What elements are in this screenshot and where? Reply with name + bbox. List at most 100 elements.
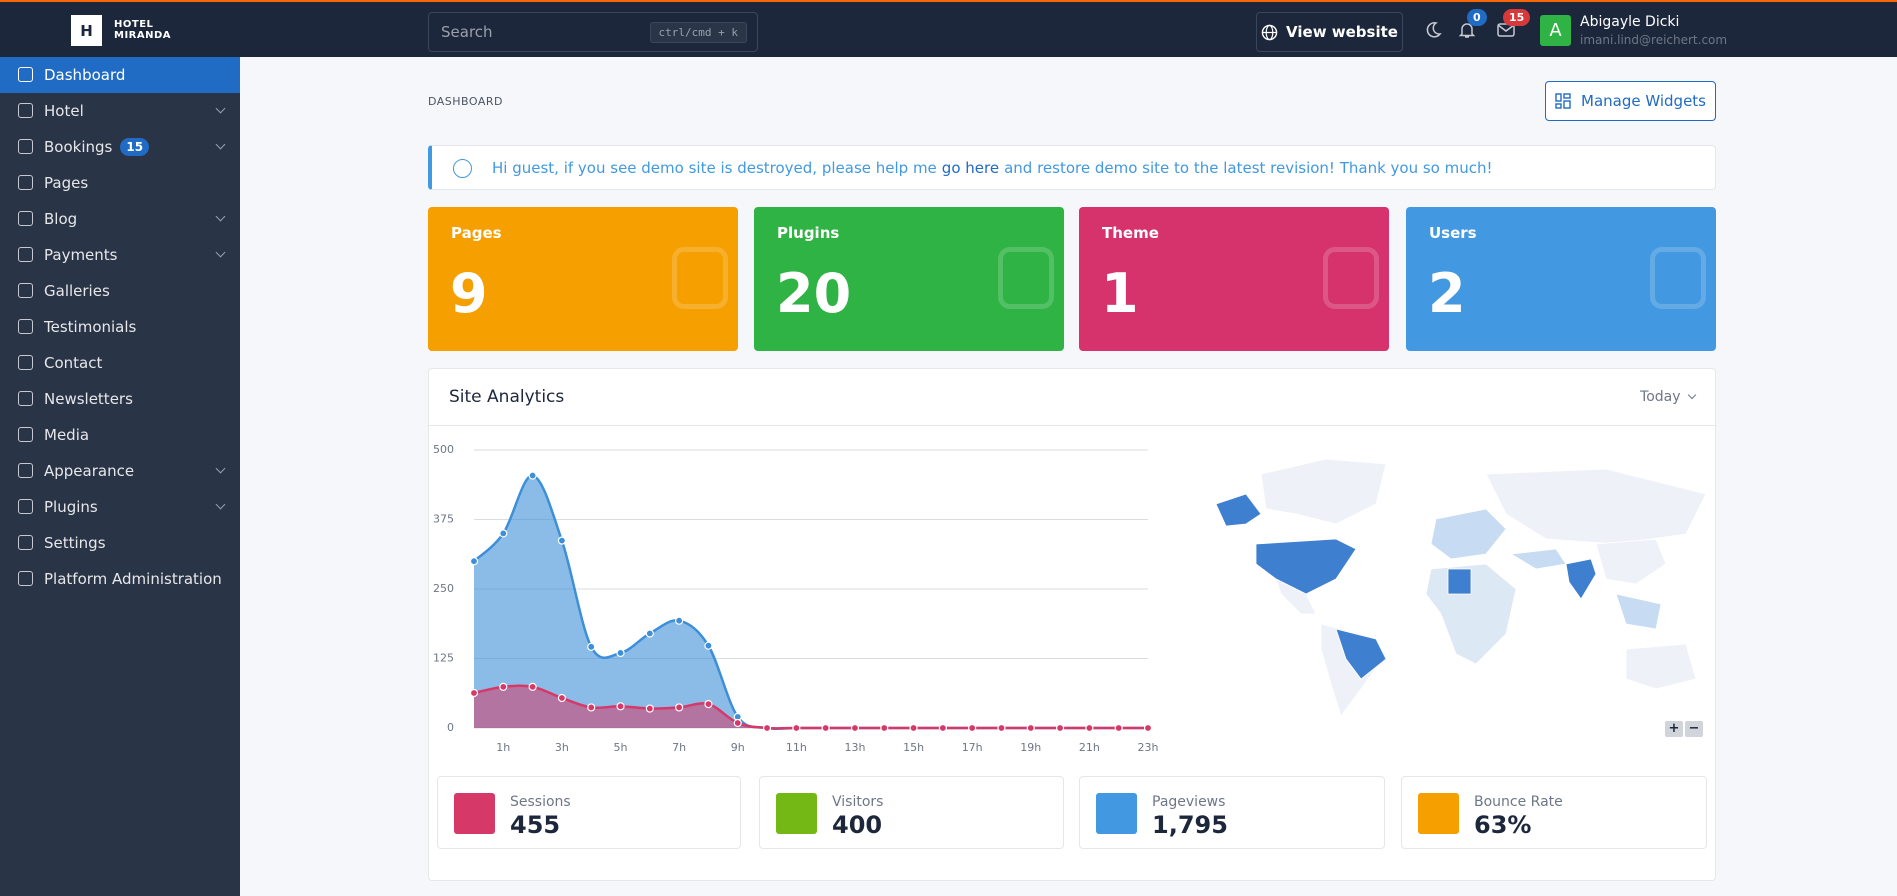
nav-label: Payments — [44, 246, 118, 264]
point — [469, 688, 479, 698]
nav-item[interactable]: Plugins — [0, 489, 240, 525]
zoom-in[interactable]: + — [1665, 721, 1683, 737]
map-region — [1260, 458, 1387, 525]
card-label: Theme — [1102, 224, 1159, 242]
point — [557, 693, 567, 703]
point — [587, 642, 596, 651]
point — [528, 471, 537, 480]
x-tick-label: 1h — [496, 741, 510, 754]
nav-item[interactable]: Dashboard — [0, 57, 240, 93]
nav-icon — [18, 103, 33, 118]
nav-label: Plugins — [44, 498, 98, 516]
summary-box: Bounce Rate 63% — [1401, 776, 1707, 849]
nav-item[interactable]: Appearance — [0, 453, 240, 489]
zoom-out[interactable]: − — [1685, 721, 1703, 737]
card-icon — [1650, 247, 1706, 309]
nav-item[interactable]: Blog — [0, 201, 240, 237]
brand-line: MIRANDA — [114, 30, 172, 41]
nav-item[interactable]: Media — [0, 417, 240, 453]
x-tick-label: 9h — [731, 741, 745, 754]
nav-label: Testimonials — [44, 318, 137, 336]
info-icon — [453, 159, 472, 178]
point — [850, 723, 860, 733]
x-tick-label: 19h — [1020, 741, 1041, 754]
nav-item[interactable]: Newsletters — [0, 381, 240, 417]
area — [474, 475, 1148, 729]
nav-item[interactable]: Galleries — [0, 273, 240, 309]
alert-link[interactable]: go here — [941, 158, 1000, 177]
point — [645, 704, 654, 713]
map-region — [1625, 643, 1697, 690]
summary-icon — [1418, 793, 1459, 834]
point — [616, 702, 625, 711]
stat-card[interactable]: Plugins 20 — [754, 207, 1064, 351]
nav-label: Blog — [44, 210, 78, 228]
breadcrumb: DASHBOARD — [428, 95, 504, 108]
stat-card[interactable]: Theme 1 — [1079, 207, 1389, 351]
avatar[interactable]: A — [1540, 15, 1571, 46]
nav-label: Contact — [44, 354, 103, 372]
user-name[interactable]: Abigayle Dicki — [1580, 14, 1680, 30]
y-tick-label: 375 — [433, 513, 454, 526]
manage-widgets-button[interactable]: Manage Widgets — [1545, 81, 1716, 121]
chevron — [215, 103, 226, 114]
label: Manage Widgets — [1581, 92, 1706, 110]
label: Today — [1640, 389, 1681, 405]
nav-icon — [18, 211, 33, 226]
stat-card[interactable]: Users 2 — [1406, 207, 1716, 351]
point — [909, 723, 918, 733]
chevron — [215, 247, 226, 258]
nav-item[interactable]: Bookings 15 — [0, 129, 240, 165]
analytics-panel: Site Analytics Today 0 125 250 375 500 1h 3h 5h… — [428, 368, 1716, 881]
nav-label: Platform Administration — [44, 570, 222, 588]
label: View website — [1286, 23, 1398, 41]
point — [1085, 723, 1094, 733]
summary-value: 63% — [1474, 811, 1532, 839]
summary-box: Sessions 455 — [437, 776, 741, 849]
card-label: Pages — [451, 224, 502, 242]
nav-icon — [18, 535, 33, 550]
nav-item[interactable]: Testimonials — [0, 309, 240, 345]
x-tick-label: 7h — [672, 741, 686, 754]
summary-icon — [1096, 793, 1137, 834]
nav-label: Hotel — [44, 102, 84, 120]
nav-item[interactable]: Pages — [0, 165, 240, 201]
map-region — [1447, 568, 1472, 595]
search-box[interactable]: Search ctrl/cmd + k — [428, 12, 758, 52]
brand[interactable]: HOTEL MIRANDA — [114, 19, 171, 41]
search-placeholder: Search — [441, 23, 493, 41]
nav-item[interactable]: Payments — [0, 237, 240, 273]
alert-text: Hi guest, if you see demo site is destro… — [492, 158, 937, 177]
logo[interactable]: H — [71, 15, 102, 46]
topbar: H HOTEL MIRANDA Search ctrl/cmd + k View w… — [0, 0, 1897, 57]
point — [762, 723, 772, 733]
nav-item[interactable]: Platform Administration — [0, 561, 240, 597]
point — [1055, 723, 1065, 733]
map-region — [1215, 493, 1262, 527]
notifications-icon[interactable] — [1458, 21, 1476, 39]
view-website-button[interactable]: View website — [1256, 12, 1403, 52]
theme-toggle[interactable] — [1424, 21, 1442, 39]
period-select[interactable]: Today — [1640, 389, 1697, 405]
world-map — [1215, 458, 1707, 717]
alert-text: and restore demo site to the latest revi… — [1004, 158, 1493, 177]
point — [733, 718, 742, 728]
point — [557, 536, 567, 545]
widgets-icon — [1555, 93, 1571, 109]
nav-item[interactable]: Hotel — [0, 93, 240, 129]
x-tick-label: 23h — [1138, 741, 1159, 754]
summary-box: Pageviews 1,795 — [1079, 776, 1385, 849]
nav-icon — [18, 67, 33, 82]
y-tick-label: 125 — [433, 652, 454, 665]
chevron — [215, 139, 226, 150]
nav-item[interactable]: Contact — [0, 345, 240, 381]
nav-item[interactable]: Settings — [0, 525, 240, 561]
y-tick-label: 0 — [447, 721, 454, 734]
nav-label: Pages — [44, 174, 89, 192]
nav-label: Dashboard — [44, 66, 126, 84]
summary-label: Visitors — [832, 794, 884, 810]
nav-icon — [18, 499, 33, 514]
stat-card[interactable]: Pages 9 — [428, 207, 738, 351]
alert: Hi guest, if you see demo site is destro… — [428, 145, 1716, 190]
point — [1143, 723, 1153, 733]
